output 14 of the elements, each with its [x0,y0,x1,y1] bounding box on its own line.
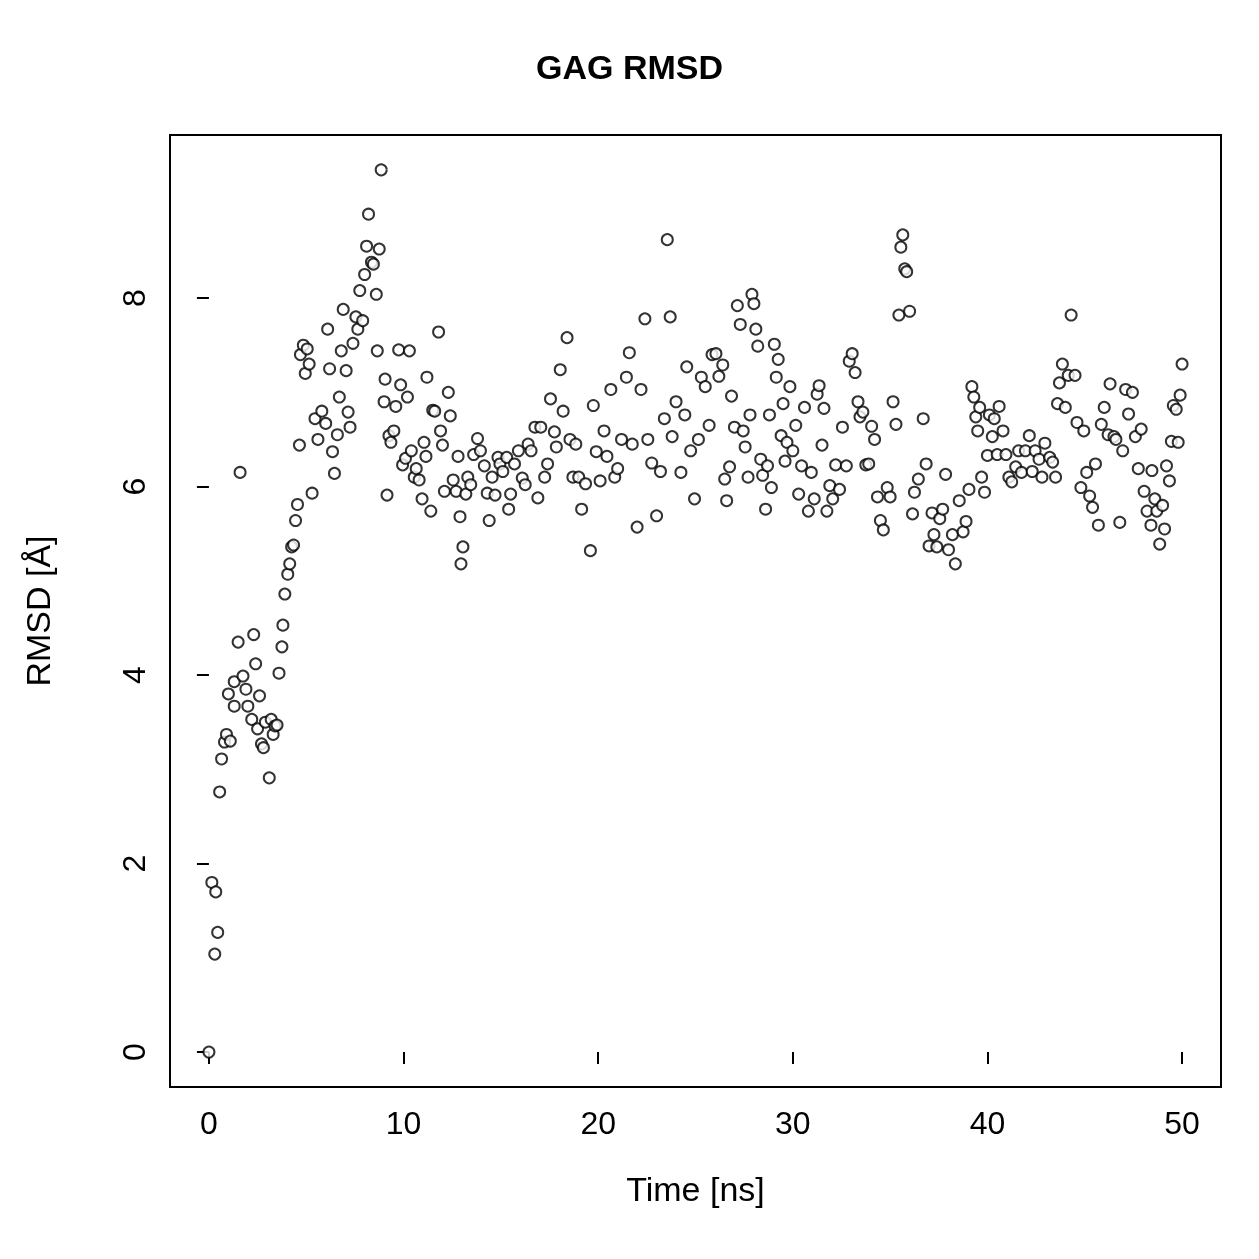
y-tick-label: 8 [116,289,152,307]
y-tick-label: 4 [116,666,152,684]
y-tick-label: 2 [116,854,152,873]
x-axis-title: Time [ns] [626,1170,765,1208]
chart-title: GAG RMSD [536,48,723,86]
x-tick-label: 50 [1164,1105,1200,1141]
x-tick-label: 40 [969,1105,1006,1141]
x-tick-label: 30 [775,1105,811,1141]
x-tick-label: 0 [200,1105,218,1141]
x-tick-label: 20 [580,1105,616,1141]
y-tick-label: 6 [116,477,152,496]
y-axis-title: RMSD [Å] [19,535,57,687]
x-tick-label: 10 [385,1105,422,1141]
y-tick-label: 0 [116,1043,152,1062]
